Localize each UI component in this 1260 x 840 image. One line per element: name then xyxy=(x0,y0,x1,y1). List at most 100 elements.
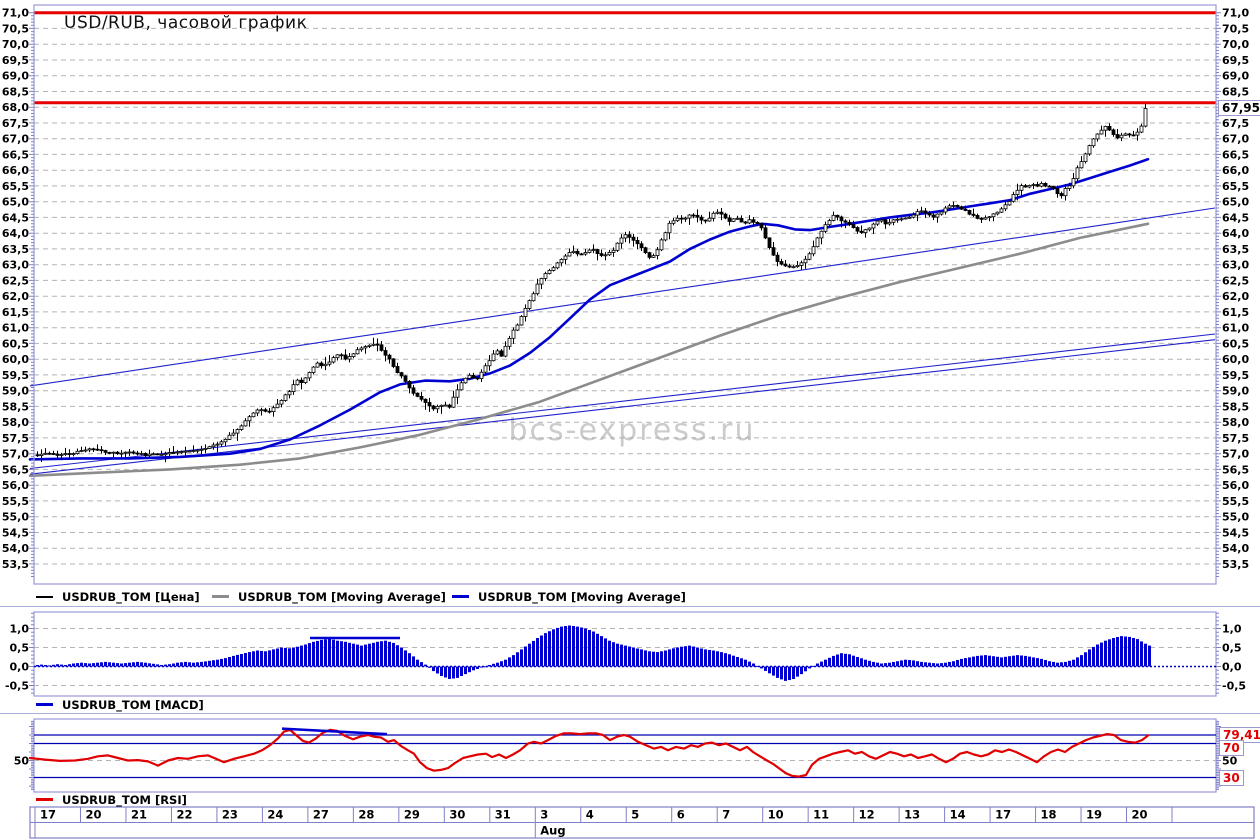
svg-text:70,0: 70,0 xyxy=(1222,38,1249,51)
svg-text:62,0: 62,0 xyxy=(2,290,29,303)
x-axis-day-label: 22 xyxy=(176,808,192,822)
rsi-level-70-box: 70 xyxy=(1219,740,1244,756)
svg-text:69,5: 69,5 xyxy=(2,54,29,67)
x-axis-day-label: 6 xyxy=(677,808,685,822)
panel-separators xyxy=(0,606,1260,714)
svg-text:64,5: 64,5 xyxy=(1222,211,1249,224)
legend-price-series-label: USDRUB_TOM [Цена] xyxy=(62,590,200,604)
x-axis-day-label: 23 xyxy=(222,808,238,822)
svg-text:58,5: 58,5 xyxy=(1222,400,1249,413)
x-axis-day-label: 18 xyxy=(1041,808,1057,822)
svg-text:54,5: 54,5 xyxy=(1222,526,1249,539)
legend-macd[interactable]: USDRUB_TOM [MACD] xyxy=(36,698,204,712)
svg-text:65,0: 65,0 xyxy=(1222,196,1249,209)
legend-ma-slow[interactable]: USDRUB_TOM [Moving Average] xyxy=(212,590,446,604)
svg-text:53,5: 53,5 xyxy=(2,558,29,571)
svg-text:50: 50 xyxy=(1222,755,1238,768)
rsi-trendline xyxy=(281,727,388,736)
svg-text:61,5: 61,5 xyxy=(2,306,29,319)
x-axis-day-label: 17 xyxy=(995,808,1011,822)
svg-text:56,0: 56,0 xyxy=(2,479,29,492)
x-axis-day-label: 20 xyxy=(1132,808,1148,822)
svg-text:69,5: 69,5 xyxy=(1222,54,1249,67)
svg-text:60,0: 60,0 xyxy=(2,353,29,366)
x-axis-day-label: 13 xyxy=(904,808,920,822)
legend-macd-label: USDRUB_TOM [MACD] xyxy=(62,698,204,712)
svg-text:56,5: 56,5 xyxy=(2,463,29,476)
x-axis-day-label: 7 xyxy=(722,808,730,822)
svg-text:1,0: 1,0 xyxy=(1222,623,1242,636)
watermark: bcs-express.ru xyxy=(509,413,756,448)
rsi-swatch xyxy=(36,798,53,801)
macd-histogram xyxy=(36,625,1151,681)
svg-text:50: 50 xyxy=(14,755,30,768)
svg-text:55,0: 55,0 xyxy=(1222,511,1249,524)
svg-text:-0,5: -0,5 xyxy=(1222,680,1246,693)
macd-panel xyxy=(29,611,1221,697)
legend-rsi-label: USDRUB_TOM [RSI] xyxy=(62,793,187,807)
svg-text:61,0: 61,0 xyxy=(1222,322,1249,335)
rsi-plot-area[interactable] xyxy=(34,719,1216,792)
svg-text:bcs-express.ru: bcs-express.ru xyxy=(509,413,756,448)
legend-ma-slow-label: USDRUB_TOM [Moving Average] xyxy=(238,590,446,604)
svg-text:66,0: 66,0 xyxy=(1222,164,1249,177)
svg-text:66,5: 66,5 xyxy=(1222,148,1249,161)
x-axis-day-label: 24 xyxy=(267,808,283,822)
macd-axis-labels: 1,0 1,0 0,5 0,5 0,0 0,0 -0,5 -0,5 xyxy=(5,623,1246,693)
svg-text:61,5: 61,5 xyxy=(1222,306,1249,319)
svg-text:67,5: 67,5 xyxy=(1222,117,1249,130)
svg-text:65,5: 65,5 xyxy=(1222,180,1249,193)
legend-price-series[interactable]: USDRUB_TOM [Цена] xyxy=(36,590,200,604)
svg-text:55,5: 55,5 xyxy=(1222,495,1249,508)
svg-text:54,0: 54,0 xyxy=(2,542,29,555)
legend-rsi[interactable]: USDRUB_TOM [RSI] xyxy=(36,793,187,807)
svg-text:0,0: 0,0 xyxy=(1222,661,1242,674)
x-axis-day-label: 19 xyxy=(1086,808,1102,822)
macd-plot-area[interactable] xyxy=(34,612,1216,696)
x-axis-day-label: 31 xyxy=(495,808,511,822)
x-axis-day-label: 11 xyxy=(813,808,829,822)
x-axis-day-label: 27 xyxy=(313,808,329,822)
ma-slow-line xyxy=(28,222,1150,478)
x-axis-day-label: 20 xyxy=(85,808,101,822)
svg-text:-0,5: -0,5 xyxy=(5,680,29,693)
svg-text:66,5: 66,5 xyxy=(2,148,29,161)
svg-text:71,0: 71,0 xyxy=(2,7,29,20)
svg-text:58,5: 58,5 xyxy=(2,400,29,413)
svg-text:59,5: 59,5 xyxy=(2,369,29,382)
price-series-swatch xyxy=(36,595,53,598)
x-axis-day-label: 29 xyxy=(404,808,420,822)
svg-text:62,5: 62,5 xyxy=(1222,274,1249,287)
svg-text:63,0: 63,0 xyxy=(2,259,29,272)
x-axis-day-label: 17 xyxy=(40,808,56,822)
x-axis-day-label: 4 xyxy=(586,808,594,822)
svg-text:69,0: 69,0 xyxy=(1222,70,1249,83)
svg-text:55,5: 55,5 xyxy=(2,495,29,508)
ma-fast-swatch xyxy=(452,595,469,598)
svg-text:54,5: 54,5 xyxy=(2,526,29,539)
price-axes xyxy=(29,4,1221,585)
svg-text:1,0: 1,0 xyxy=(10,623,30,636)
x-axis-date-band: 17 20 21 22 23 24 27 28 29 30 31 3 4 5 6 7 10 11 12 13 14 17 1… xyxy=(29,806,1255,839)
svg-text:65,0: 65,0 xyxy=(2,196,29,209)
macd-swatch xyxy=(36,703,53,706)
x-axis-day-label: 21 xyxy=(131,808,147,822)
svg-text:59,5: 59,5 xyxy=(1222,369,1249,382)
price-plot-area[interactable] xyxy=(34,5,1216,584)
svg-text:60,0: 60,0 xyxy=(1222,353,1249,366)
rsi-line xyxy=(28,728,1150,778)
x-axis-day-label: 30 xyxy=(449,808,465,822)
svg-text:70,5: 70,5 xyxy=(1222,22,1249,35)
svg-text:57,0: 57,0 xyxy=(2,448,29,461)
y-axis-left: 71,0 70,5 70,0 69,5 69,0 68,5 68,0 67,5 67,0 66,5… xyxy=(2,7,29,571)
svg-text:53,5: 53,5 xyxy=(1222,558,1249,571)
svg-text:56,5: 56,5 xyxy=(1222,463,1249,476)
svg-text:67,5: 67,5 xyxy=(2,117,29,130)
legend-ma-fast[interactable]: USDRUB_TOM [Moving Average] xyxy=(452,590,686,604)
svg-text:64,0: 64,0 xyxy=(1222,227,1249,240)
x-axis-day-label: 12 xyxy=(859,808,875,822)
trendline-group xyxy=(29,207,1216,475)
x-axis-day-label: 14 xyxy=(950,808,966,822)
